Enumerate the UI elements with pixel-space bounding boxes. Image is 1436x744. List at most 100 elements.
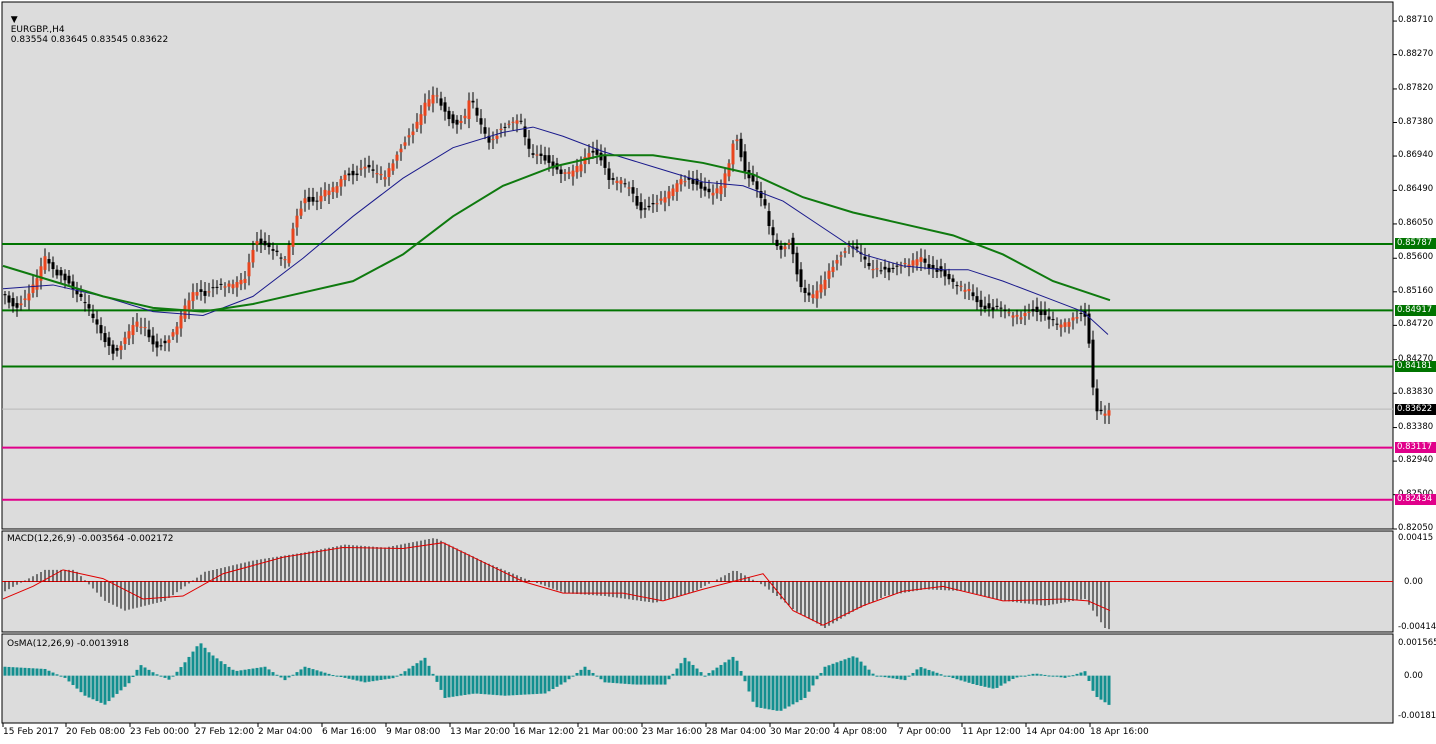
- candle-body: [1043, 310, 1047, 316]
- candle-body: [1063, 322, 1067, 327]
- candle-body: [743, 151, 747, 172]
- candle-body: [1011, 315, 1015, 318]
- osma-bar: [867, 669, 871, 676]
- osma-bar: [1103, 675, 1107, 703]
- osma-bar: [887, 675, 891, 678]
- osma-bar: [347, 675, 351, 679]
- osma-bar: [519, 675, 523, 695]
- candle-body: [531, 153, 535, 155]
- candle-body: [507, 123, 511, 125]
- osma-bar: [699, 672, 703, 676]
- candle-body: [147, 329, 151, 338]
- osma-bar: [251, 668, 255, 676]
- candle-body: [55, 269, 59, 276]
- osma-axis-min: -0.001819: [1398, 711, 1436, 721]
- candle-body: [15, 303, 19, 308]
- osma-bar: [659, 675, 663, 685]
- osma-bar: [791, 675, 795, 705]
- candle-body: [1087, 313, 1091, 344]
- osma-bar: [559, 675, 563, 685]
- candle-body: [823, 279, 827, 290]
- candle-body: [511, 121, 515, 123]
- osma-bar: [183, 662, 187, 676]
- candle-body: [199, 289, 203, 292]
- candle-body: [203, 290, 207, 296]
- candle-body: [855, 246, 859, 249]
- candle-body: [663, 197, 667, 203]
- candle-body: [623, 183, 627, 185]
- osma-bar: [351, 675, 355, 680]
- osma-bar: [243, 669, 247, 676]
- osma-bar: [623, 675, 627, 684]
- osma-bar: [395, 675, 399, 677]
- candle-body: [887, 267, 891, 273]
- osma-bar: [591, 672, 595, 676]
- osma-axis-zero: 0.00: [1404, 671, 1423, 681]
- osma-pane[interactable]: [1, 633, 1394, 724]
- date-axis-label: 18 Apr 16:00: [1090, 727, 1149, 737]
- candle-body: [159, 345, 163, 347]
- candle-body: [503, 126, 507, 128]
- candle-body: [1031, 309, 1035, 312]
- osma-bar: [547, 675, 551, 692]
- osma-bar: [59, 675, 63, 677]
- candle-body: [387, 168, 391, 178]
- osma-bar: [443, 675, 447, 698]
- osma-bar: [423, 657, 427, 676]
- osma-bar: [399, 673, 403, 676]
- price-axis-label: 0.87380: [1398, 116, 1434, 127]
- osma-bar: [75, 675, 79, 689]
- osma-bar: [507, 675, 511, 696]
- candle-body: [703, 186, 707, 191]
- dropdown-triangle-icon[interactable]: ▼: [10, 15, 18, 25]
- candle-body: [227, 283, 231, 287]
- osma-bar: [247, 669, 251, 676]
- candle-body: [383, 177, 387, 180]
- osma-bar: [795, 675, 799, 703]
- candle-body: [415, 121, 419, 129]
- osma-bar: [811, 675, 815, 686]
- osma-bar: [727, 659, 731, 676]
- osma-bar: [207, 652, 211, 676]
- osma-bar: [599, 675, 603, 680]
- osma-bar: [407, 668, 411, 676]
- osma-bar: [807, 675, 811, 692]
- main-pane[interactable]: [1, 1, 1394, 530]
- osma-bar: [899, 675, 903, 680]
- osma-bar: [1055, 675, 1059, 677]
- osma-bar: [647, 675, 651, 685]
- candle-body: [283, 259, 287, 261]
- candle-body: [667, 191, 671, 199]
- osma-bar: [43, 668, 47, 676]
- osma-bar: [747, 675, 751, 692]
- candle-body: [1055, 323, 1059, 325]
- candle-body: [959, 285, 963, 287]
- candle-body: [995, 305, 999, 307]
- candle-body: [119, 345, 123, 351]
- osma-bar: [799, 675, 803, 701]
- osma-bar: [115, 675, 119, 694]
- candle-body: [655, 203, 659, 205]
- osma-bar: [575, 672, 579, 676]
- candle-body: [1035, 306, 1039, 313]
- osma-bar: [459, 675, 463, 696]
- candle-body: [239, 279, 243, 285]
- candle-body: [615, 180, 619, 183]
- candle-body: [971, 292, 975, 297]
- osma-bar: [583, 666, 587, 676]
- date-axis-label: 23 Feb 00:00: [130, 727, 190, 737]
- candle-body: [1095, 388, 1099, 412]
- candle-body: [659, 198, 663, 201]
- osma-bar: [91, 675, 95, 700]
- candle-body: [379, 173, 383, 176]
- osma-bar: [367, 675, 371, 682]
- candle-body: [39, 266, 43, 281]
- candle-body: [575, 165, 579, 173]
- osma-bar: [123, 675, 127, 687]
- date-axis-label: 4 Apr 08:00: [834, 727, 887, 737]
- candle-body: [187, 300, 191, 311]
- candle-body: [935, 268, 939, 272]
- date-axis-label: 16 Mar 12:00: [514, 727, 575, 737]
- osma-title: OsMA(12,26,9) -0.0013918: [7, 639, 129, 649]
